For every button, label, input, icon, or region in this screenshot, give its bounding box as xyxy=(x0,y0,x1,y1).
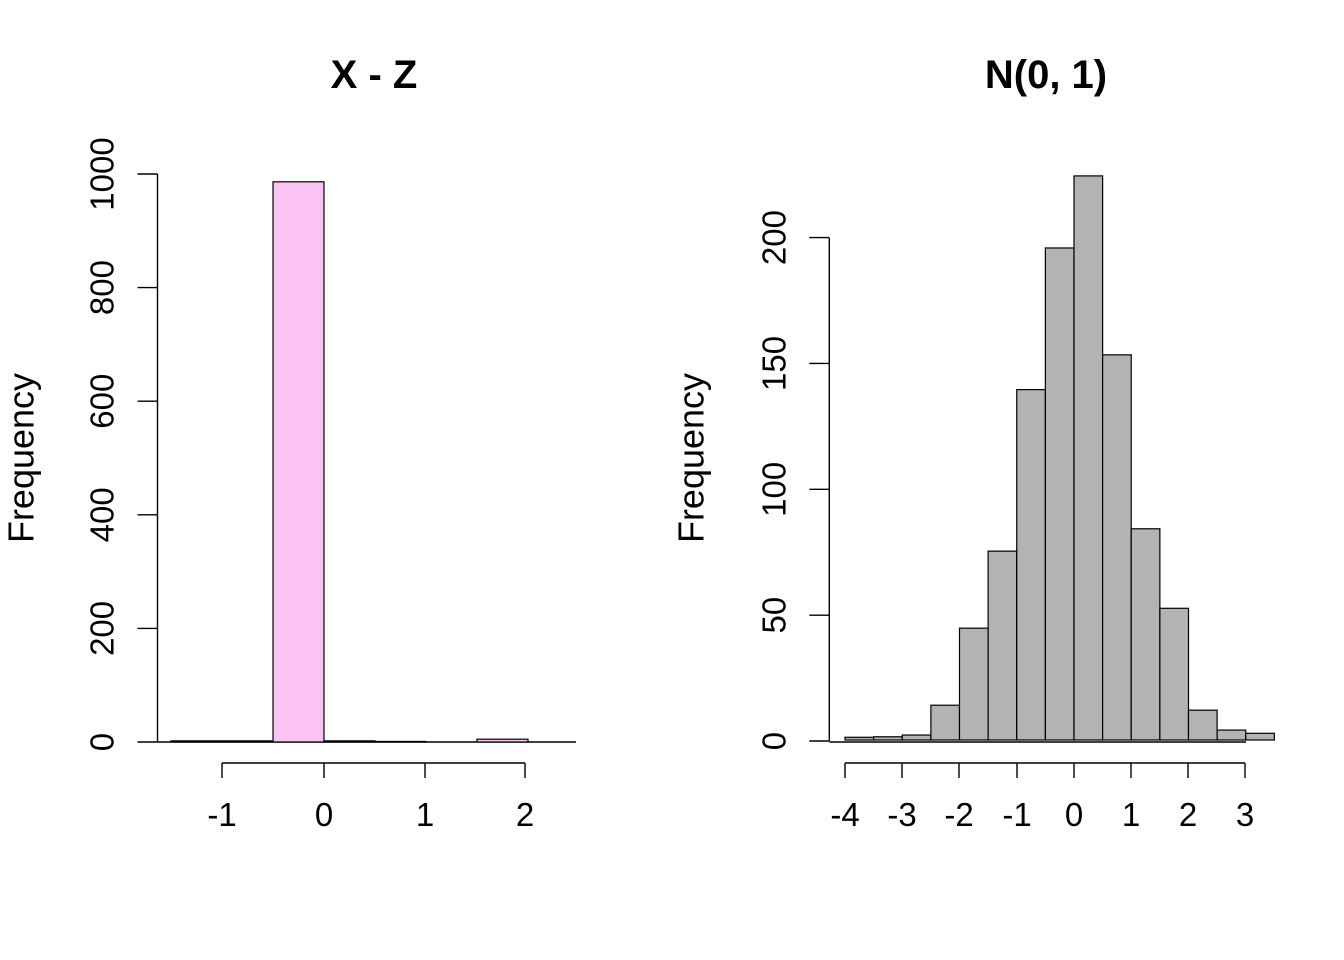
svg-text:3: 3 xyxy=(1236,796,1254,833)
svg-text:2: 2 xyxy=(1179,796,1197,833)
svg-text:1: 1 xyxy=(1122,796,1140,833)
svg-text:150: 150 xyxy=(756,336,793,391)
svg-text:N(0, 1): N(0, 1) xyxy=(985,53,1107,97)
svg-text:200: 200 xyxy=(756,210,793,265)
svg-text:-1: -1 xyxy=(207,796,236,833)
svg-text:0: 0 xyxy=(315,796,333,833)
svg-text:200: 200 xyxy=(84,601,121,656)
svg-text:600: 600 xyxy=(84,374,121,429)
svg-text:1: 1 xyxy=(416,796,434,833)
svg-text:0: 0 xyxy=(756,732,793,750)
svg-text:50: 50 xyxy=(756,597,793,634)
svg-text:2: 2 xyxy=(516,796,534,833)
svg-text:-1: -1 xyxy=(1002,796,1031,833)
svg-text:-2: -2 xyxy=(944,796,973,833)
svg-text:0: 0 xyxy=(84,733,121,751)
svg-text:Frequency: Frequency xyxy=(1,373,42,543)
svg-text:X - Z: X - Z xyxy=(331,53,418,97)
svg-text:800: 800 xyxy=(84,260,121,315)
svg-text:100: 100 xyxy=(756,462,793,517)
svg-text:Frequency: Frequency xyxy=(671,373,712,543)
svg-text:0: 0 xyxy=(1065,796,1083,833)
svg-text:1000: 1000 xyxy=(84,137,121,210)
svg-text:-3: -3 xyxy=(887,796,916,833)
svg-text:-4: -4 xyxy=(830,796,859,833)
svg-text:400: 400 xyxy=(84,487,121,542)
